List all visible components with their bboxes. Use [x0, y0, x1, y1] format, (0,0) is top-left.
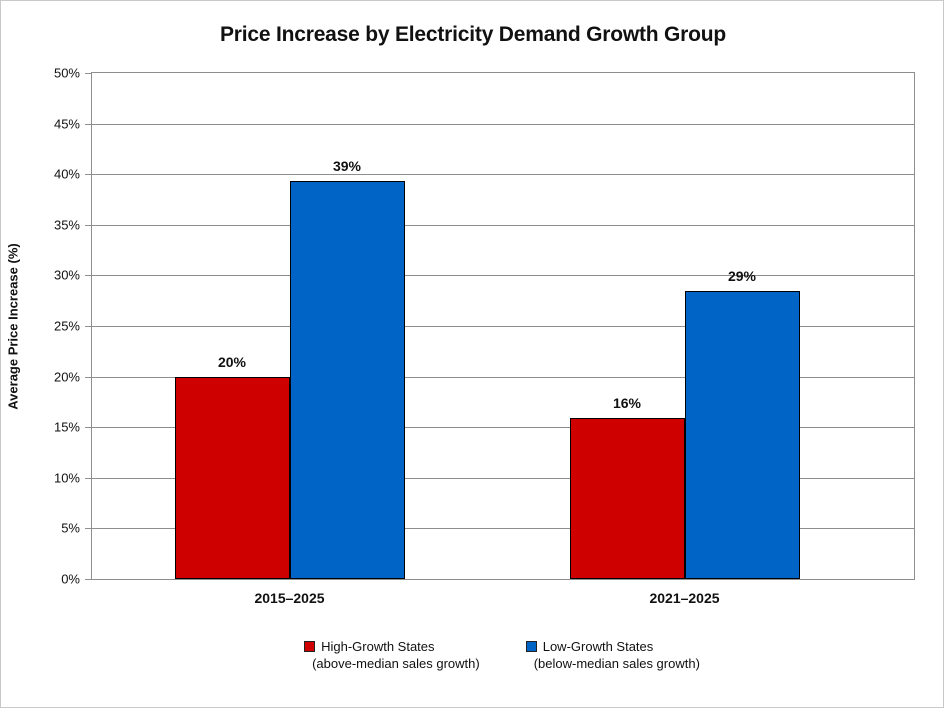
y-tick	[85, 477, 92, 479]
y-tick-label: 10%	[53, 470, 80, 486]
y-tick	[85, 275, 92, 277]
bar-value-label: 39%	[332, 158, 362, 175]
y-tick-label: 45%	[53, 116, 80, 132]
legend-label-low-growth: Low-Growth States	[542, 639, 654, 654]
gridline	[92, 427, 914, 429]
x-axis-category-label: 2015–2025	[254, 590, 325, 606]
legend-swatch-high-growth	[304, 641, 316, 652]
y-tick	[85, 376, 92, 378]
y-tick	[85, 73, 92, 74]
gridline	[92, 123, 914, 125]
y-tick	[85, 427, 92, 429]
y-tick	[85, 174, 92, 176]
y-axis-label: Average Price Increase (%)	[5, 243, 21, 410]
y-tick	[85, 579, 92, 580]
y-tick-label: 0%	[61, 571, 80, 587]
bar-low-growth-states-2021-2025	[684, 290, 800, 579]
bar-low-growth-states-2015-2025	[289, 181, 405, 579]
y-tick	[85, 326, 92, 327]
y-tick-label: 35%	[53, 217, 80, 233]
gridline	[92, 275, 914, 277]
bar-value-label: 16%	[612, 395, 642, 412]
y-tick	[85, 123, 92, 125]
y-tick-label: 40%	[53, 166, 80, 182]
legend-sublabel-low-growth: (below-median sales growth)	[533, 656, 700, 671]
y-tick-label: 20%	[53, 369, 80, 385]
gridline	[92, 477, 914, 479]
legend-sublabel-high-growth: (above-median sales growth)	[312, 656, 480, 671]
legend-item-low-growth: Low-Growth States (below-median sales gr…	[525, 638, 700, 672]
y-tick-label: 50%	[53, 65, 80, 81]
gridline	[92, 326, 914, 327]
y-tick-label: 5%	[61, 520, 80, 536]
bar-value-label: 29%	[727, 267, 757, 284]
bar-value-label: 20%	[217, 353, 247, 370]
gridline	[92, 224, 914, 226]
gridline	[92, 528, 914, 530]
y-tick-label: 30%	[53, 267, 80, 283]
bar-high-growth-states-2015-2025	[174, 376, 290, 579]
legend-swatch-low-growth	[525, 641, 537, 652]
plot-area: 0% 5% 10% 15% 20% 25% 30% 35% 40% 45% 50% 20% 39% 16…	[54, 66, 915, 606]
legend-item-high-growth: High-Growth States (above-median sales g…	[304, 638, 480, 672]
y-tick-label: 25%	[53, 318, 80, 334]
y-tick	[85, 528, 92, 530]
y-tick	[85, 224, 92, 226]
x-axis-category-label: 2021–2025	[649, 590, 720, 606]
chart-title: Price Increase by Electricity Demand Gro…	[219, 23, 727, 46]
bar-high-growth-states-2021-2025	[569, 418, 685, 579]
gridline	[92, 376, 914, 378]
legend: High-Growth States (above-median sales g…	[91, 638, 913, 672]
y-tick-label: 15%	[53, 419, 80, 435]
gridline	[92, 174, 914, 176]
legend-label-high-growth: High-Growth States	[321, 639, 435, 654]
